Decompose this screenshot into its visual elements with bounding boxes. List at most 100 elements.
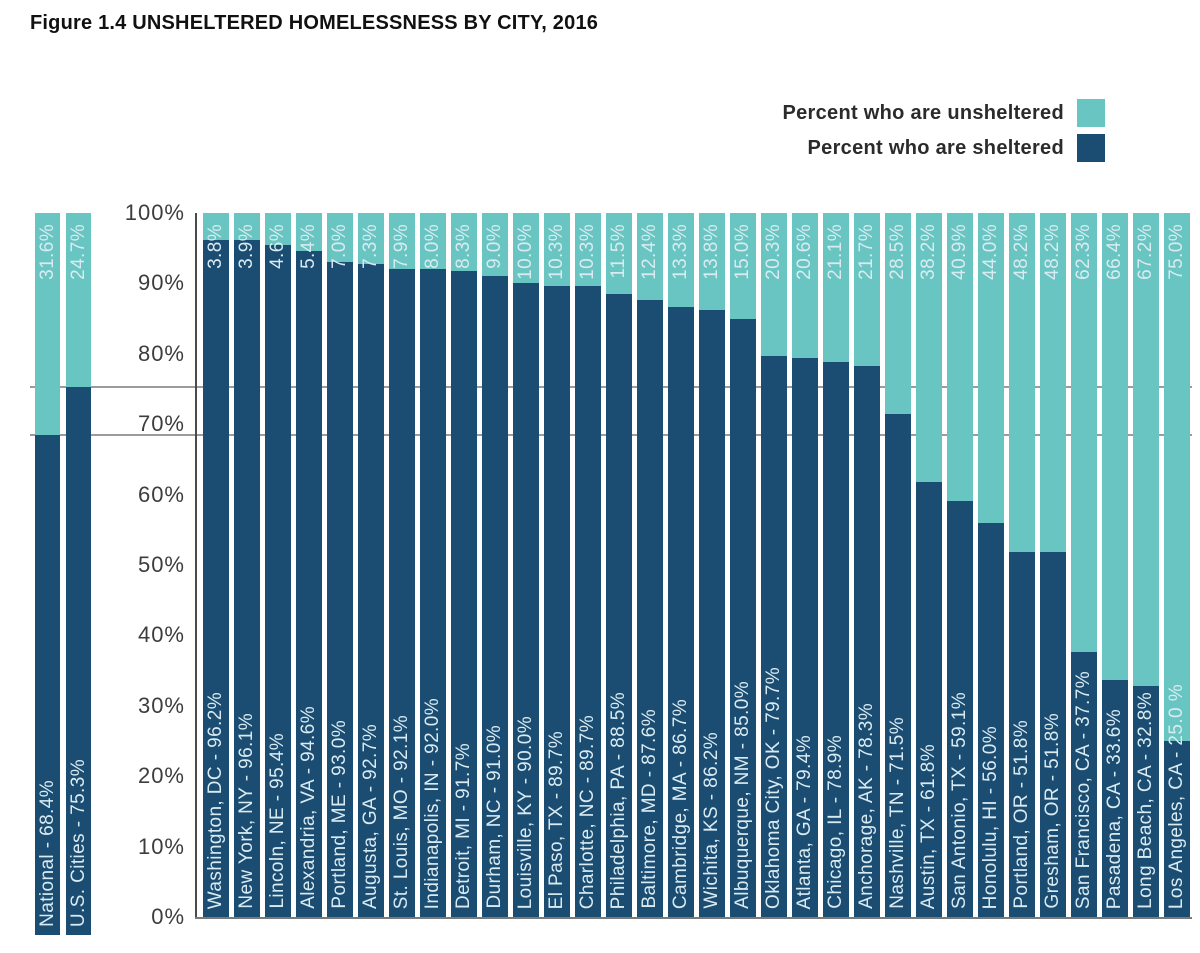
bar-city-label-wrap: San Francisco, CA - 37.7% xyxy=(1071,671,1097,909)
city-bar: 13.3% Cambridge, MA - 86.7% xyxy=(668,213,694,917)
bar-city-label: Washington, DC - 96.2% xyxy=(205,691,226,909)
unsheltered-segment xyxy=(668,213,694,307)
bar-city-label: Cambridge, MA - 86.7% xyxy=(670,698,691,909)
sheltered-segment xyxy=(234,240,260,917)
sheltered-segment xyxy=(513,283,539,917)
bar-city-label: Alexandria, VA - 94.6% xyxy=(298,706,319,909)
bar-top-label-wrap: 67.2% xyxy=(1133,224,1159,280)
bar-top-label-wrap: 8.3% xyxy=(451,224,477,269)
unsheltered-segment xyxy=(1009,213,1035,552)
bar-top-label: 66.4% xyxy=(1104,224,1125,280)
city-bar: 48.2% Gresham, OR - 51.8% xyxy=(1040,213,1066,917)
bar-top-label-wrap: 40.9% xyxy=(947,224,973,280)
unsheltered-segment xyxy=(482,213,508,276)
bar-top-label: 13.3% xyxy=(670,224,691,280)
bar-city-label-wrap: Honolulu, HI - 56.0% xyxy=(978,726,1004,909)
sheltered-segment xyxy=(389,269,415,917)
bar-city-label-wrap: Los Angeles, CA - 25.0 % xyxy=(1164,684,1190,909)
bar-top-label-wrap: 3.9% xyxy=(234,224,260,269)
bar-top-label-wrap: 15.0% xyxy=(730,224,756,280)
bar-city-label-wrap: Austin, TX - 61.8% xyxy=(916,744,942,909)
sheltered-segment xyxy=(420,269,446,917)
unsheltered-segment xyxy=(1040,213,1066,552)
y-tick-label: 70% xyxy=(137,411,185,436)
city-bar: 38.2% Austin, TX - 61.8% xyxy=(916,213,942,917)
sheltered-segment xyxy=(203,240,229,917)
bar-top-label: 20.6% xyxy=(794,224,815,280)
bar-top-label-wrap: 66.4% xyxy=(1102,224,1128,280)
y-tick-label: 60% xyxy=(137,482,185,507)
unsheltered-segment xyxy=(420,213,446,269)
bar-city-label: National - 68.4% xyxy=(36,780,58,927)
bar-city-label: San Francisco, CA - 37.7% xyxy=(1073,670,1094,909)
bar-top-label: 3.9% xyxy=(236,224,257,269)
bar-top-label-wrap: 13.8% xyxy=(699,224,725,280)
unsheltered-segment xyxy=(327,213,353,262)
bar-city-label: Nashville, TN - 71.5% xyxy=(887,717,908,909)
city-bar: 48.2% Portland, OR - 51.8% xyxy=(1009,213,1035,917)
bar-top-label-wrap: 10.3% xyxy=(575,224,601,280)
bar-city-label: New York, NY - 96.1% xyxy=(236,713,257,909)
bar-city-label-wrap: Louisville, KY - 90.0% xyxy=(513,716,539,909)
y-tick-label: 50% xyxy=(137,552,185,577)
bar-city-label-wrap: Durham, NC - 91.0% xyxy=(482,725,508,909)
bar-city-label-wrap: Pasadena, CA - 33.6% xyxy=(1102,709,1128,909)
sheltered-segment xyxy=(544,286,570,917)
bar-city-label-wrap: Baltimore, MD - 87.6% xyxy=(637,709,663,909)
bar-top-label: 31.6% xyxy=(36,224,58,280)
sheltered-segment xyxy=(296,251,322,917)
sheltered-segment xyxy=(854,366,880,917)
bar-city-label-wrap: Atlanta, GA - 79.4% xyxy=(792,735,818,909)
bar-top-label: 8.3% xyxy=(453,224,474,269)
sheltered-segment xyxy=(699,310,725,917)
legend-label-unsheltered: Percent who are unsheltered xyxy=(782,101,1064,124)
bar-city-label-wrap: El Paso, TX - 89.7% xyxy=(544,731,570,909)
bar-city-label: Durham, NC - 91.0% xyxy=(484,725,505,909)
city-bar: 66.4% Pasadena, CA - 33.6% xyxy=(1102,213,1128,917)
city-bar: 21.1% Chicago, IL - 78.9% xyxy=(823,213,849,917)
bar-top-label: 44.0% xyxy=(980,224,1001,280)
bar-top-label-wrap: 20.6% xyxy=(792,224,818,280)
sheltered-segment xyxy=(265,245,291,917)
unsheltered-segment xyxy=(916,213,942,482)
bar-top-label-wrap: 7.3% xyxy=(358,224,384,269)
bar-city-label: Philadelphia, PA - 88.5% xyxy=(608,691,629,909)
bar-city-label-wrap: San Antonio, TX - 59.1% xyxy=(947,692,973,909)
bar-city-label-wrap: Washington, DC - 96.2% xyxy=(203,692,229,909)
sheltered-segment xyxy=(637,300,663,917)
bar-top-label: 24.7% xyxy=(67,224,89,280)
city-bar: 13.8% Wichita, KS - 86.2% xyxy=(699,213,725,917)
sheltered-segment xyxy=(1133,686,1159,917)
city-bar: 20.3% Oklahoma City, OK - 79.7% xyxy=(761,213,787,917)
unsheltered-segment xyxy=(792,213,818,358)
bar-top-label: 13.8% xyxy=(701,224,722,280)
bar-city-label: Wichita, KS - 86.2% xyxy=(701,732,722,909)
city-bar: 28.5% Nashville, TN - 71.5% xyxy=(885,213,911,917)
bar-top-label: 7.9% xyxy=(391,224,412,269)
unsheltered-segment xyxy=(575,213,601,286)
bar-city-label: San Antonio, TX - 59.1% xyxy=(949,692,970,909)
bar-city-label: Charlotte, NC - 89.7% xyxy=(577,714,598,909)
bar-top-label-wrap: 11.5% xyxy=(606,224,632,278)
y-tick-label: 90% xyxy=(137,270,185,295)
bar-top-label-wrap: 10.3% xyxy=(544,224,570,280)
sheltered-segment xyxy=(66,387,91,935)
bar-city-label-wrap: U.S. Cities - 75.3% xyxy=(66,759,91,927)
bar-top-label-wrap: 7.9% xyxy=(389,224,415,269)
bar-top-label: 67.2% xyxy=(1135,224,1156,280)
legend-label-sheltered: Percent who are sheltered xyxy=(807,136,1064,159)
bar-top-label-wrap: 31.6% xyxy=(35,224,60,280)
bar-city-label-wrap: Philadelphia, PA - 88.5% xyxy=(606,692,632,909)
city-bar: 40.9% San Antonio, TX - 59.1% xyxy=(947,213,973,917)
unsheltered-segment xyxy=(544,213,570,286)
unsheltered-segment xyxy=(66,213,91,387)
sheltered-segment xyxy=(1071,652,1097,917)
bar-top-label: 10.0% xyxy=(515,224,536,280)
y-tick-label: 40% xyxy=(137,622,185,647)
bar-top-label: 38.2% xyxy=(918,224,939,280)
bar-city-label: Chicago, IL - 78.9% xyxy=(825,735,846,909)
bar-city-label-wrap: New York, NY - 96.1% xyxy=(234,713,260,909)
bar-top-label-wrap: 38.2% xyxy=(916,224,942,280)
bar-city-label: Austin, TX - 61.8% xyxy=(918,743,939,909)
unsheltered-segment xyxy=(203,213,229,240)
